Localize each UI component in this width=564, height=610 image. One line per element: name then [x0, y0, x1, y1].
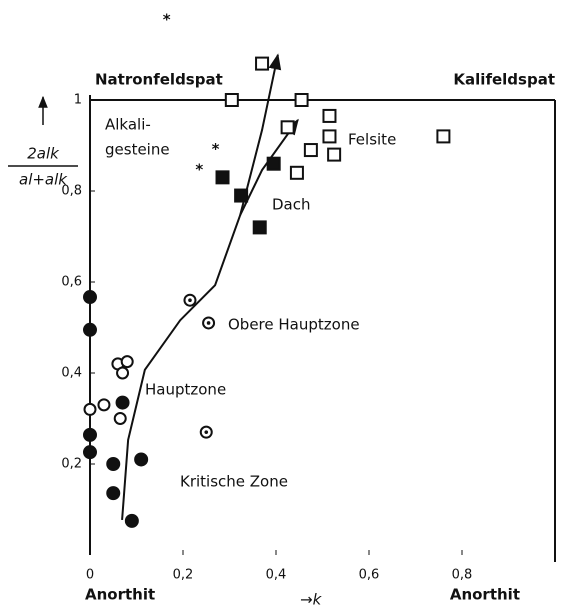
dotted-circle-dot [206, 321, 211, 325]
y-tick-label: 1 [74, 93, 82, 108]
y-tick-label: 0,4 [61, 366, 82, 381]
y-tick-label: 0,6 [61, 275, 82, 290]
y-label-den: al+alk [19, 171, 68, 189]
open-square [436, 129, 451, 144]
filled-circle [83, 427, 97, 442]
annotation: Dach [272, 196, 311, 214]
open-square [294, 93, 309, 107]
x-tick-label: 0,8 [452, 568, 473, 583]
corner-label: Anorthit [450, 586, 520, 604]
filled-circle [83, 445, 97, 460]
filled-circle [106, 457, 121, 471]
filled-circle [83, 322, 97, 337]
x-tick-label: 0,4 [266, 568, 287, 583]
filled-circle [124, 513, 139, 528]
filled-circle [83, 290, 97, 305]
filled-square [266, 156, 281, 171]
x-label: →k [300, 591, 323, 609]
corner-label: Natronfeldspat [95, 71, 223, 89]
filled-circle [115, 395, 130, 410]
y-tick-label: 0,8 [61, 184, 82, 199]
open-square [327, 147, 342, 162]
open-circle [120, 355, 134, 369]
dotted-circle-dot [204, 430, 209, 434]
corner-label: Anorthit [85, 586, 155, 604]
star: * [212, 140, 220, 158]
open-square [303, 143, 318, 158]
annotation: Hauptzone [145, 381, 226, 399]
filled-circle [106, 486, 121, 501]
open-square [280, 120, 295, 135]
open-square [289, 165, 304, 180]
star: * [195, 160, 203, 178]
open-circle [113, 412, 127, 425]
annotation: gesteine [105, 141, 170, 159]
star: * [163, 10, 171, 28]
open-circle [83, 402, 97, 416]
annotation: Felsite [348, 131, 396, 149]
open-square [224, 93, 239, 107]
trend-curve [121, 53, 282, 521]
x-tick-label: 0,6 [359, 568, 380, 583]
open-square [322, 129, 337, 144]
y-tick-label: 0,2 [61, 457, 82, 472]
dotted-circle-dot [188, 298, 192, 303]
corner-label: Kalifeldspat [453, 71, 555, 89]
filled-square [215, 170, 230, 185]
annotation: Obere Hauptzone [228, 316, 360, 334]
x-tick-label: 0 [86, 568, 94, 583]
open-square [322, 108, 337, 123]
annotation: Alkali- [105, 116, 151, 134]
x-tick-label: 0,2 [173, 568, 194, 583]
annotation: Kritische Zone [180, 473, 288, 491]
filled-square [252, 220, 267, 235]
open-circle [116, 366, 130, 380]
open-square [255, 56, 270, 71]
filled-circle [134, 452, 149, 467]
filled-square [234, 188, 249, 203]
y-label-num: 2alk [27, 145, 60, 163]
open-circle [97, 398, 111, 412]
